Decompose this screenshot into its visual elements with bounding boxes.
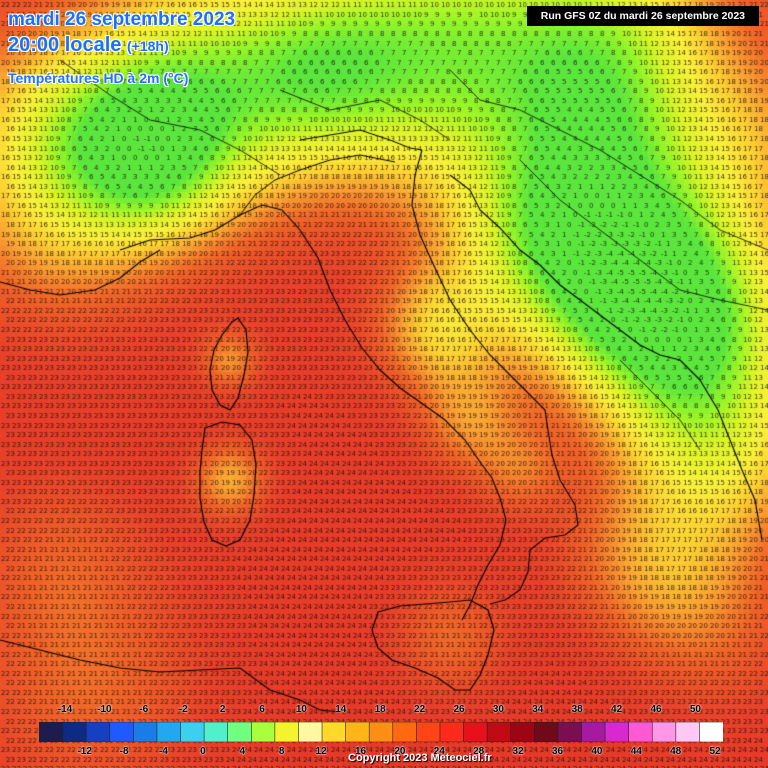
legend-swatch — [133, 721, 158, 743]
temperature-color-legend — [38, 721, 724, 747]
legend-label-bottom: -4 — [159, 746, 168, 757]
legend-label-bottom: -12 — [77, 746, 92, 757]
legend-label-top: 22 — [414, 704, 426, 715]
legend-label-bottom: 4 — [239, 746, 246, 757]
legend-label-bottom: 16 — [354, 746, 367, 757]
legend-swatch — [675, 721, 701, 743]
legend-swatch — [699, 721, 724, 743]
forecast-time-text: 20:00 locale — [8, 34, 122, 56]
legend-swatch — [156, 721, 182, 743]
legend-swatch — [321, 721, 347, 743]
legend-label-bottom: 0 — [200, 746, 206, 757]
legend-swatch — [510, 721, 536, 743]
forecast-lead: (+18h) — [126, 38, 169, 54]
legend-label-top: 18 — [374, 704, 386, 715]
legend-label-bottom: 40 — [591, 746, 603, 757]
legend-label-top: 26 — [453, 704, 465, 715]
legend-swatch — [628, 721, 654, 743]
legend-label-bottom: 8 — [278, 746, 285, 757]
legend-swatch — [203, 721, 229, 743]
legend-swatch — [534, 721, 559, 743]
legend-swatch — [109, 721, 135, 743]
legend-swatch — [651, 721, 677, 743]
legend-label-bottom: 36 — [551, 746, 564, 757]
legend-label-bottom: 12 — [315, 746, 327, 757]
legend-swatch — [298, 721, 323, 743]
legend-swatch — [581, 721, 606, 743]
legend-swatch — [345, 721, 371, 743]
legend-label-bottom: -8 — [119, 746, 129, 757]
legend-label-top: 38 — [571, 704, 583, 715]
copyright: Copyright 2023 Meteociel.fr — [348, 752, 492, 764]
legend-swatch — [604, 721, 630, 743]
legend-swatch — [62, 721, 87, 743]
run-info-box: Run GFS 0Z du mardi 26 septembre 2023 — [526, 6, 759, 26]
legend-swatch — [180, 721, 205, 743]
legend-swatch — [250, 721, 276, 743]
legend-swatch — [416, 721, 441, 743]
legend-label-top: 46 — [650, 704, 662, 715]
legend-swatch-bar — [38, 721, 724, 743]
legend-label-bottom: 24 — [433, 746, 445, 757]
legend-swatch — [557, 721, 583, 743]
legend-label-bottom: 28 — [473, 746, 485, 757]
legend-label-top: 34 — [532, 704, 544, 715]
legend-label-top: 2 — [219, 704, 226, 715]
legend-label-top: 30 — [492, 704, 504, 715]
legend-swatch — [274, 721, 300, 743]
legend-swatch — [368, 721, 394, 743]
legend-swatch — [227, 721, 253, 743]
legend-label-top: -10 — [97, 704, 112, 715]
legend-label-top: 50 — [689, 704, 701, 715]
legend-label-top: -6 — [139, 704, 149, 715]
legend-label-top: 10 — [295, 704, 307, 715]
legend-label-bottom: 20 — [394, 746, 406, 757]
legend-label-bottom: 48 — [670, 746, 682, 757]
legend-label-top: -2 — [178, 704, 188, 715]
legend-label-bottom: 32 — [512, 746, 524, 757]
legend-swatch — [486, 721, 512, 743]
legend-label-top: 6 — [259, 704, 265, 715]
legend-label-bottom: 52 — [709, 746, 721, 757]
forecast-time: 20:00 locale (+18h) — [8, 34, 169, 57]
legend-label-bottom: 44 — [630, 746, 642, 757]
legend-swatch — [392, 721, 418, 743]
legend-swatch — [463, 721, 488, 743]
variable-title: Températures HD à 2m (°C) — [8, 70, 189, 86]
legend-label-top: -14 — [57, 704, 73, 715]
legend-swatch — [439, 721, 465, 743]
legend-swatch — [85, 721, 111, 743]
forecast-date: mardi 26 septembre 2023 — [8, 9, 236, 30]
legend-swatch — [38, 721, 64, 743]
legend-label-top: 42 — [611, 704, 623, 715]
legend-label-top: 14 — [335, 704, 347, 715]
